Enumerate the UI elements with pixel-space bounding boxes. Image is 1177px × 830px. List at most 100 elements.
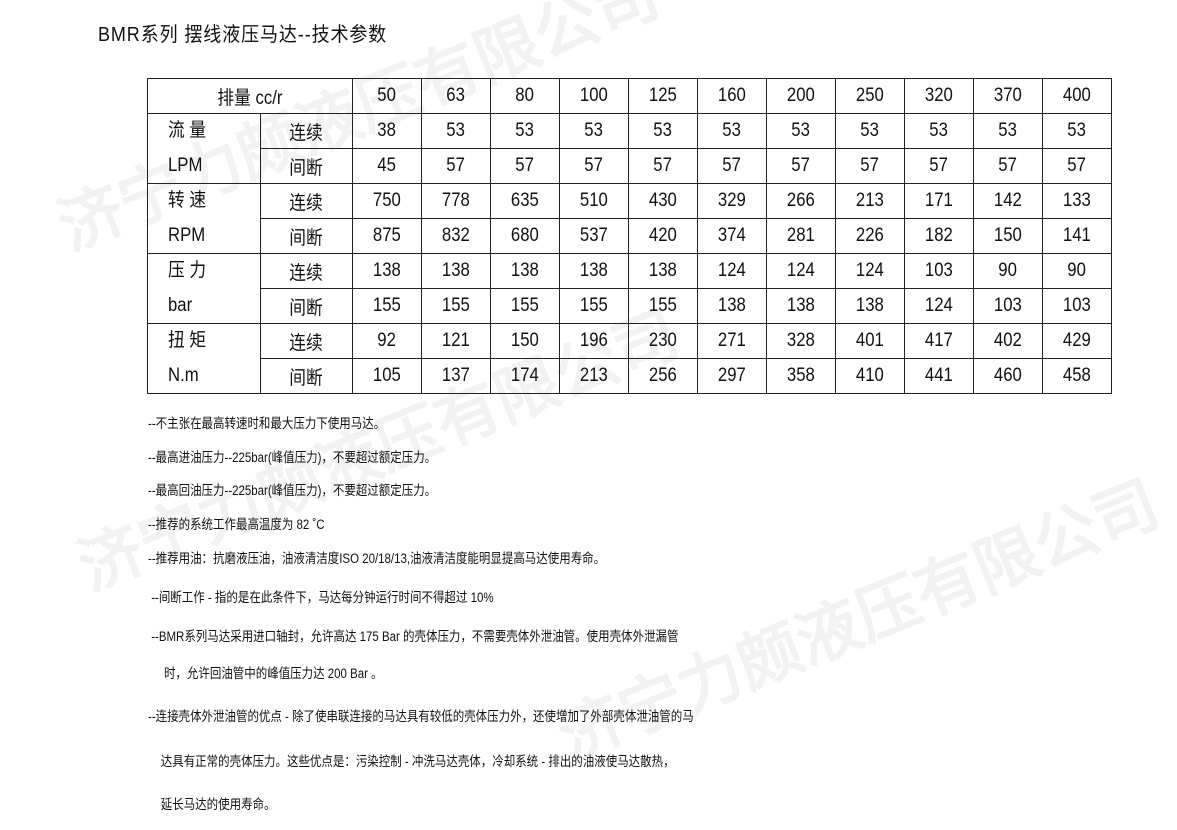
table-row: 转 速连续 750 778 635 510 430 329 266 213 171 142 133 xyxy=(147,183,1112,219)
row-label: 间断 xyxy=(260,148,353,184)
value-cell: 778 xyxy=(421,183,491,219)
note-line: --间断工作 - 指的是在此条件下，马达每分钟运行时间不得超过 10% xyxy=(148,590,494,605)
value-cell: 53 xyxy=(559,113,629,149)
watermark: 济宁力颇液压有限公司 xyxy=(548,467,1169,775)
value-cell: 133 xyxy=(1042,183,1112,219)
value-cell: 57 xyxy=(490,148,560,184)
table-row: 压 力连续 138 138 138 138 138 124 124 124 103 90 90 xyxy=(147,253,1112,289)
value-cell: 53 xyxy=(421,113,491,149)
value-cell: 281 xyxy=(766,218,836,254)
displacement-header: 排量 cc/r xyxy=(147,78,353,114)
value-cell: 182 xyxy=(904,218,974,254)
value-cell: 410 xyxy=(835,358,905,394)
value-cell: 510 xyxy=(559,183,629,219)
value-cell: 155 xyxy=(421,288,491,324)
table-row: RPM 间断 875 832 680 537 420 374 281 226 182 150 141 xyxy=(147,218,1112,254)
row-label: 连续 xyxy=(260,253,353,289)
note-line: 达具有正常的壳体压力。这些优点是：污染控制 - 冲洗马达壳体，冷却系统 - 排出… xyxy=(148,754,675,769)
value-cell: 142 xyxy=(973,183,1043,219)
value-cell: 417 xyxy=(904,323,974,359)
value-cell: 230 xyxy=(628,323,698,359)
displacement-cell: 370 xyxy=(973,78,1043,114)
value-cell: 358 xyxy=(766,358,836,394)
value-cell: 213 xyxy=(559,358,629,394)
value-cell: 57 xyxy=(421,148,491,184)
value-cell: 420 xyxy=(628,218,698,254)
table-row: N.m 间断 105 137 174 213 256 297 358 410 441 460 458 xyxy=(147,358,1112,394)
value-cell: 875 xyxy=(352,218,422,254)
table-row: LPM 间断 45 57 57 57 57 57 57 57 57 57 57 xyxy=(147,148,1112,184)
displacement-cell: 400 xyxy=(1042,78,1112,114)
row-label: 间断 xyxy=(260,288,353,324)
value-cell: 537 xyxy=(559,218,629,254)
header-row: 排量 cc/r 50 63 80 100 125 160 200 250 320 370 400 xyxy=(147,78,1112,114)
value-cell: 38 xyxy=(352,113,422,149)
value-cell: 57 xyxy=(628,148,698,184)
note-line: --推荐用油：抗磨液压油，油液清洁度ISO 20/18/13,油液清洁度能明显提… xyxy=(148,551,606,566)
value-cell: 53 xyxy=(904,113,974,149)
value-cell: 171 xyxy=(904,183,974,219)
note-line: --不主张在最高转速时和最大压力下使用马达。 xyxy=(148,416,386,431)
value-cell: 103 xyxy=(973,288,1043,324)
value-cell: 138 xyxy=(697,288,767,324)
value-cell: 150 xyxy=(490,323,560,359)
value-cell: 138 xyxy=(352,253,422,289)
value-cell: 155 xyxy=(559,288,629,324)
value-cell: 213 xyxy=(835,183,905,219)
table-row: 流 量连续 38 53 53 53 53 53 53 53 53 53 53 xyxy=(147,113,1112,149)
value-cell: 226 xyxy=(835,218,905,254)
value-cell: 53 xyxy=(1042,113,1112,149)
displacement-cell: 80 xyxy=(490,78,560,114)
value-cell: 138 xyxy=(835,288,905,324)
value-cell: 832 xyxy=(421,218,491,254)
displacement-cell: 160 xyxy=(697,78,767,114)
value-cell: 57 xyxy=(1042,148,1112,184)
value-cell: 138 xyxy=(559,253,629,289)
value-cell: 137 xyxy=(421,358,491,394)
value-cell: 328 xyxy=(766,323,836,359)
value-cell: 155 xyxy=(490,288,560,324)
row-label: 间断 xyxy=(260,358,353,394)
row-label: 连续 xyxy=(260,113,353,149)
value-cell: 90 xyxy=(1042,253,1112,289)
displacement-cell: 250 xyxy=(835,78,905,114)
value-cell: 57 xyxy=(835,148,905,184)
group-unit: LPM xyxy=(147,148,261,184)
table-row: 扭 矩连续 92 121 150 196 230 271 328 401 417 402 429 xyxy=(147,323,1112,359)
group-name: 转 速 xyxy=(147,183,261,219)
value-cell: 53 xyxy=(973,113,1043,149)
value-cell: 124 xyxy=(904,288,974,324)
value-cell: 266 xyxy=(766,183,836,219)
value-cell: 138 xyxy=(628,253,698,289)
group-unit: N.m xyxy=(147,358,261,394)
value-cell: 374 xyxy=(697,218,767,254)
value-cell: 124 xyxy=(766,253,836,289)
value-cell: 138 xyxy=(490,253,560,289)
value-cell: 53 xyxy=(697,113,767,149)
note-line: --最高回油压力--225bar(峰值压力)，不要超过额定压力。 xyxy=(148,483,437,498)
note-line: 延长马达的使用寿命。 xyxy=(148,797,276,812)
value-cell: 430 xyxy=(628,183,698,219)
row-label: 连续 xyxy=(260,183,353,219)
group-name: 压 力 xyxy=(147,253,261,289)
note-line: --BMR系列马达采用进口轴封，允许高达 175 Bar 的壳体压力，不需要壳体… xyxy=(148,629,679,644)
row-label: 连续 xyxy=(260,323,353,359)
displacement-cell: 50 xyxy=(352,78,422,114)
value-cell: 196 xyxy=(559,323,629,359)
value-cell: 124 xyxy=(697,253,767,289)
value-cell: 429 xyxy=(1042,323,1112,359)
value-cell: 57 xyxy=(766,148,836,184)
value-cell: 155 xyxy=(628,288,698,324)
value-cell: 458 xyxy=(1042,358,1112,394)
spec-table: 排量 cc/r 50 63 80 100 125 160 200 250 320 370 400 流… xyxy=(147,78,1112,394)
value-cell: 57 xyxy=(697,148,767,184)
value-cell: 57 xyxy=(973,148,1043,184)
value-cell: 57 xyxy=(904,148,974,184)
value-cell: 138 xyxy=(766,288,836,324)
note-line: 时，允许回油管中的峰值压力达 200 Bar 。 xyxy=(148,666,383,681)
value-cell: 297 xyxy=(697,358,767,394)
value-cell: 103 xyxy=(904,253,974,289)
value-cell: 271 xyxy=(697,323,767,359)
value-cell: 141 xyxy=(1042,218,1112,254)
value-cell: 105 xyxy=(352,358,422,394)
